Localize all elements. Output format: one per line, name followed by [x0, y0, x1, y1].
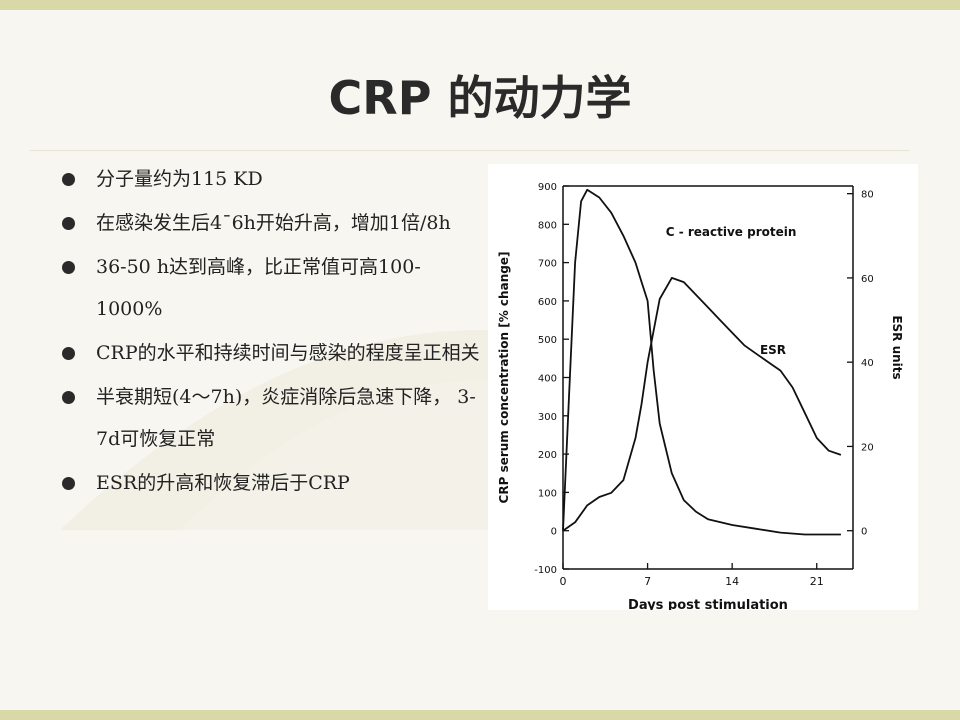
- left-tick-label: 600: [538, 297, 557, 308]
- bullet-text: CRP的水平和持续时间与感染的程度呈正相关: [96, 342, 480, 364]
- bullet-text: 36-50 h达到高峰，比正常值可高100-1000%: [96, 256, 421, 320]
- left-tick-label: 100: [538, 488, 557, 499]
- left-tick-label: 0: [551, 527, 557, 538]
- x-tick-label: 7: [644, 575, 651, 588]
- bullet-dot-icon: [62, 173, 75, 186]
- bullet-dot-icon: [62, 217, 75, 230]
- bullet-item: ESR的升高和恢复滞后于CRP: [60, 462, 480, 504]
- left-tick-label: 800: [538, 220, 557, 231]
- left-tick-label: 300: [538, 412, 557, 423]
- bullet-text: 分子量约为115 KD: [96, 168, 263, 190]
- left-axis-ticks: -100 0 100 200 300 400 500 600 700 800 900: [534, 182, 569, 576]
- crp-esr-chart: -100 0 100 200 300 400 500 600 700 800 900 0 20 40 60…: [488, 164, 918, 610]
- bullet-dot-icon: [62, 261, 75, 274]
- bullet-text: 在感染发生后4¯6h开始升高，增加1倍/8h: [96, 212, 451, 234]
- x-tick-label: 0: [560, 575, 567, 588]
- plot-frame: [562, 185, 854, 570]
- right-axis-title: ESR units: [890, 315, 904, 379]
- right-tick-label: 0: [861, 527, 867, 538]
- left-tick-label: 200: [538, 450, 557, 461]
- x-axis-ticks: 0 7 14 21: [560, 563, 824, 588]
- bullet-list: 分子量约为115 KD 在感染发生后4¯6h开始升高，增加1倍/8h 36-50…: [60, 158, 480, 506]
- x-tick-label: 14: [725, 575, 739, 588]
- title-divider: [30, 150, 910, 151]
- right-axis-ticks: 0 20 40 60 80: [847, 190, 874, 538]
- left-tick-label: 500: [538, 335, 557, 346]
- series-layer: [562, 188, 842, 536]
- bullet-dot-icon: [62, 391, 75, 404]
- left-axis-title: CRP serum concentration [% change]: [497, 252, 511, 504]
- esr-series-label: ESR: [760, 343, 786, 357]
- right-tick-label: 80: [861, 190, 874, 201]
- bullet-text: 半衰期短(4～7h)，炎症消除后急速下降， 3-7d可恢复正常: [96, 386, 476, 450]
- bullet-dot-icon: [62, 477, 75, 490]
- bottom-accent-bar: [0, 710, 960, 720]
- right-tick-label: 40: [861, 358, 874, 369]
- bullet-item: 半衰期短(4～7h)，炎症消除后急速下降， 3-7d可恢复正常: [60, 376, 480, 460]
- bullet-dot-icon: [62, 347, 75, 360]
- bullet-item: 分子量约为115 KD: [60, 158, 480, 200]
- x-tick-label: 21: [810, 575, 824, 588]
- bullet-item: 在感染发生后4¯6h开始升高，增加1倍/8h: [60, 202, 480, 244]
- bullet-item: CRP的水平和持续时间与感染的程度呈正相关: [60, 332, 480, 374]
- labels-layer: C - reactive protein ESR Days post stimula…: [497, 225, 904, 610]
- left-tick-label: 900: [538, 182, 557, 193]
- esr-series-line: [562, 277, 842, 532]
- x-axis-title: Days post stimulation: [628, 598, 788, 610]
- right-tick-label: 60: [861, 274, 874, 285]
- right-tick-label: 20: [861, 442, 874, 453]
- slide-title: CRP 的动力学: [328, 71, 632, 125]
- bullet-text: ESR的升高和恢复滞后于CRP: [96, 472, 350, 494]
- top-accent-bar: [0, 0, 960, 10]
- left-tick-label: 700: [538, 259, 557, 270]
- left-tick-label: -100: [534, 565, 557, 576]
- bullet-item: 36-50 h达到高峰，比正常值可高100-1000%: [60, 246, 480, 330]
- crp-series-line: [562, 188, 841, 536]
- crp-series-label: C - reactive protein: [666, 225, 797, 239]
- left-tick-label: 400: [538, 374, 557, 385]
